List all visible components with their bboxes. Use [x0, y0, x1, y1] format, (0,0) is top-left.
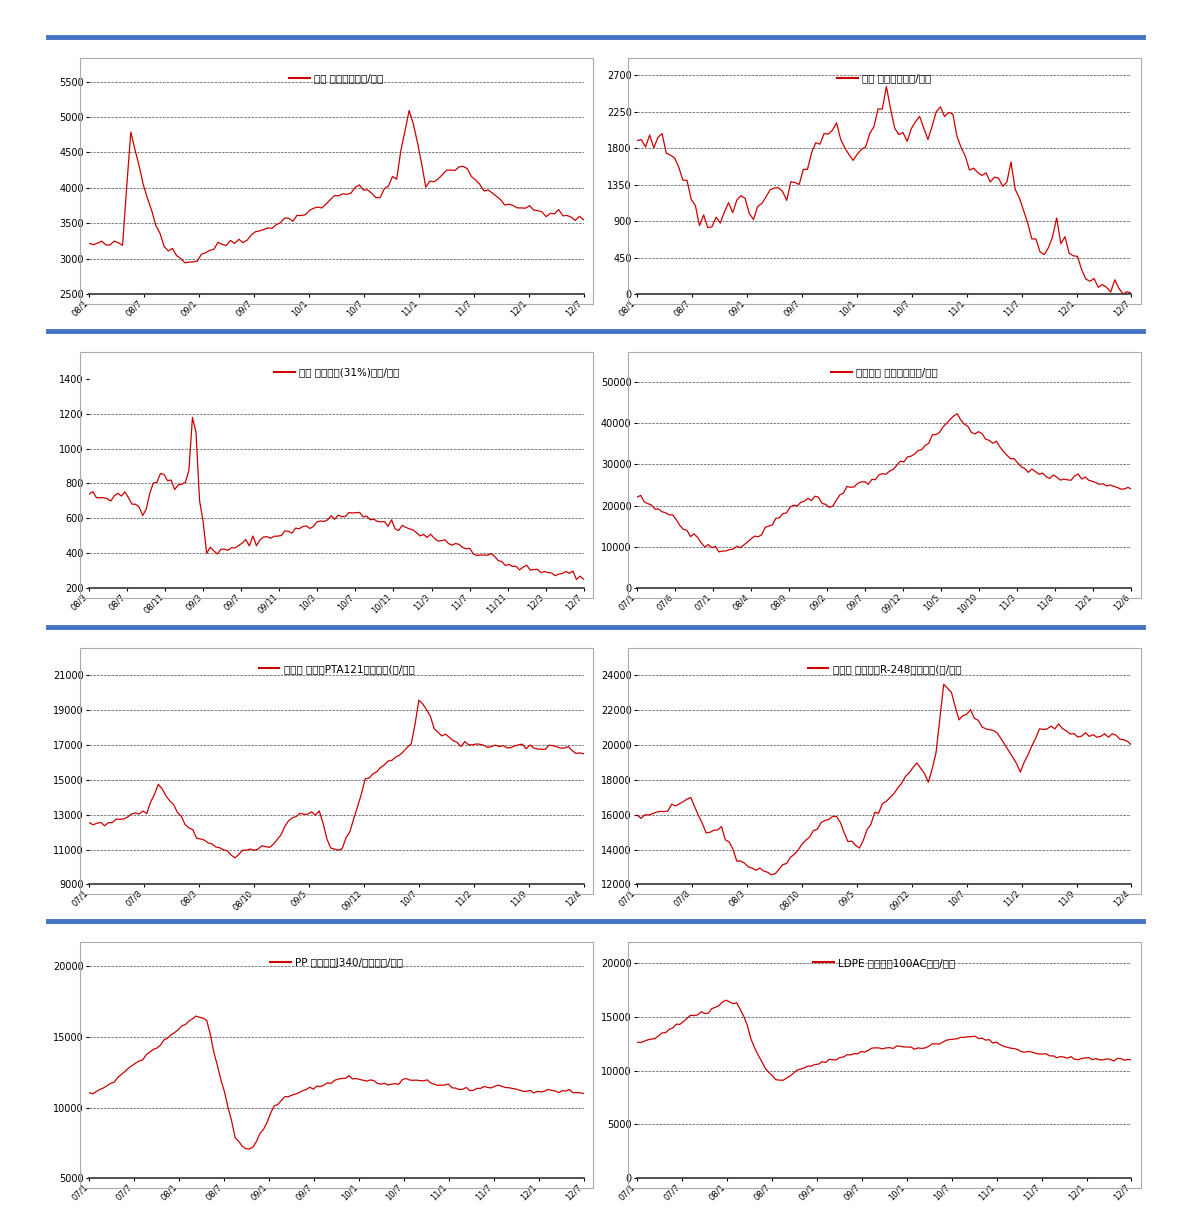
Legend: 盐酸 华东盐酸(31%)（元/吨）: 盐酸 华东盐酸(31%)（元/吨）	[269, 364, 404, 382]
Legend: 钓白粉 金红石型R-248攀锤钓业(元/吨）: 钓白粉 金红石型R-248攀锤钓业(元/吨）	[804, 660, 965, 679]
Legend: 电石 华东地区（元/吨）: 电石 华东地区（元/吨）	[285, 70, 388, 88]
Legend: PP 余姚市场J340/扬子（元/吨）: PP 余姚市场J340/扬子（元/吨）	[266, 954, 407, 973]
Legend: LDPE 余姚市场100AC（元/吨）: LDPE 余姚市场100AC（元/吨）	[809, 954, 960, 973]
Legend: 钓白粉 锐钓型PTA121攀锤钓业(元/吨）: 钓白粉 锐钓型PTA121攀锤钓业(元/吨）	[255, 660, 418, 679]
Legend: 天然橡胶 上海市场（元/吨）: 天然橡胶 上海市场（元/吨）	[827, 364, 942, 382]
Legend: 液氯 华东地区（元/吨）: 液氯 华东地区（元/吨）	[833, 70, 936, 88]
